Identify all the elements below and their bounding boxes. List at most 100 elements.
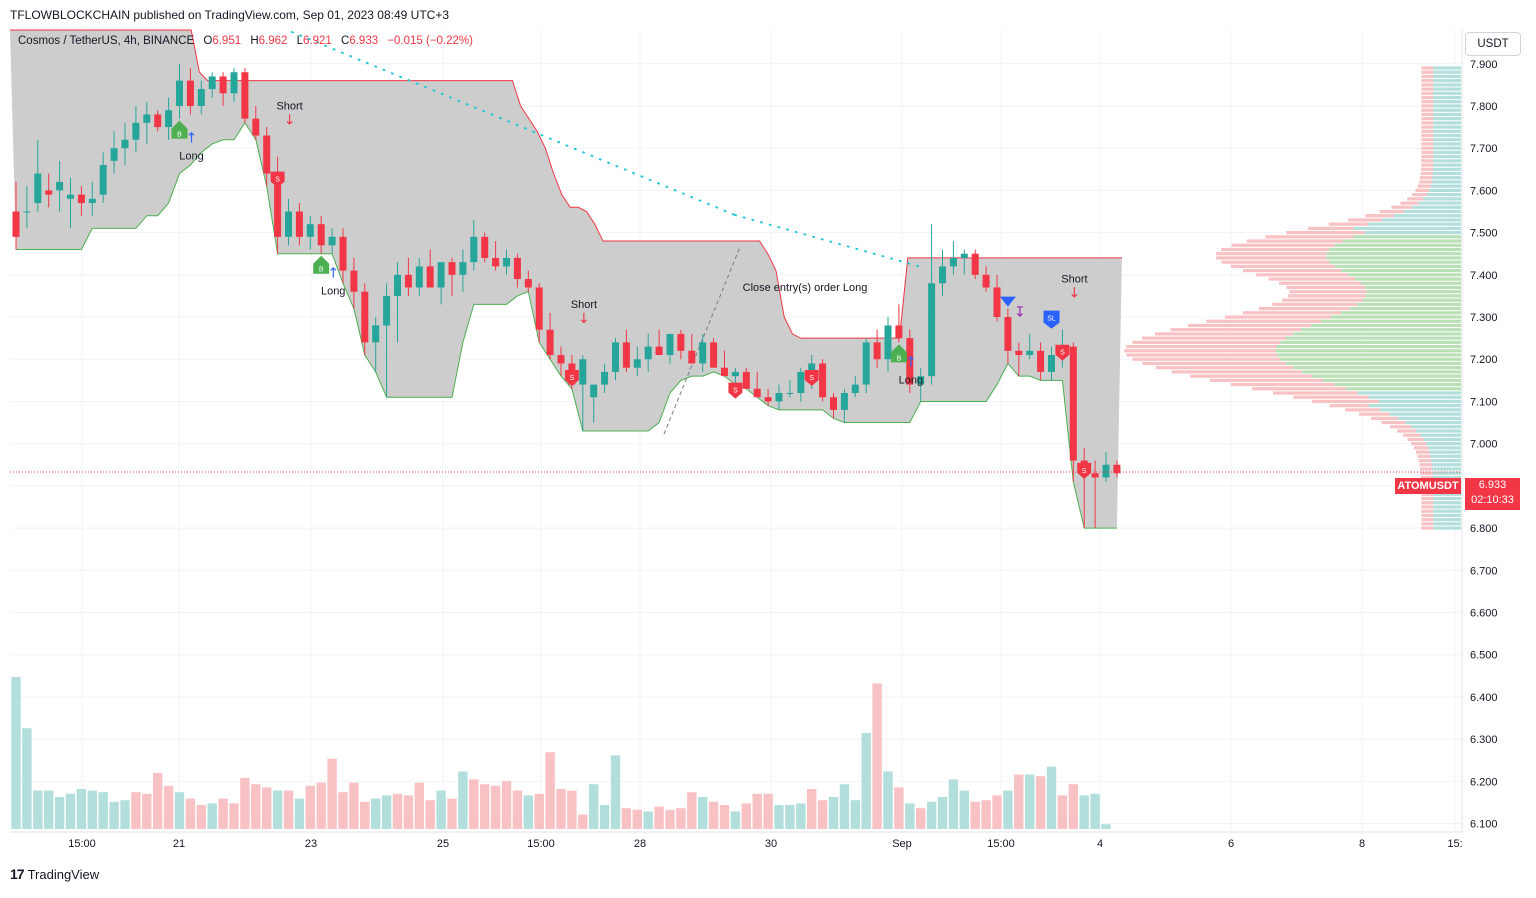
volume-profile-buy-bar: [1433, 513, 1461, 518]
close-order-marker-icon: [999, 296, 1016, 307]
volume-profile-sell-bar: [1381, 420, 1406, 425]
buy-marker-label: B: [319, 267, 324, 274]
cloud-lower-line: [16, 121, 1117, 529]
volume-profile-buy-bar: [1285, 336, 1461, 340]
volume-profile-buy-bar: [1428, 446, 1461, 450]
volume-profile-sell-bar: [1420, 471, 1433, 475]
volume-profile-buy-bar: [1433, 129, 1461, 133]
volume-profile-buy-bar: [1334, 243, 1461, 247]
volume-profile-buy-bar: [1433, 95, 1461, 100]
volume-profile-buy-bar: [1433, 133, 1461, 138]
legend-change: −0.015 (−0.22%): [387, 35, 473, 47]
buy-marker-icon: [313, 255, 330, 274]
volume-profile-buy-bar: [1364, 285, 1461, 290]
volume-profile-buy-bar: [1280, 357, 1461, 361]
volume-profile-buy-bar: [1433, 492, 1461, 496]
currency-button[interactable]: USDT: [1465, 32, 1521, 56]
volume-bar: [1025, 774, 1035, 829]
tradingview-brand[interactable]: 17 TradingView: [10, 866, 99, 882]
volume-profile-sell-bar: [1289, 290, 1367, 294]
candle-body: [481, 236, 489, 258]
volume-bar: [469, 779, 479, 829]
volume-profile-buy-bar: [1394, 214, 1461, 218]
candle-body: [557, 355, 565, 364]
volume-profile-sell-bar: [1132, 340, 1281, 344]
volume-profile-sell-bar: [1225, 315, 1332, 319]
x-axis-tick-label: 21: [173, 838, 185, 850]
volume-profile-sell-bar: [1231, 243, 1335, 247]
volume-bar: [534, 793, 544, 829]
volume-bar: [687, 792, 697, 829]
volume-profile-buy-bar: [1433, 125, 1461, 129]
candle-body: [77, 194, 85, 204]
volume-bar: [229, 803, 239, 829]
volume-bar: [730, 811, 741, 829]
volume-profile-sell-bar: [1221, 247, 1330, 252]
candle-body: [132, 122, 140, 140]
volume-profile-buy-bar: [1433, 146, 1461, 150]
volume-bar: [240, 777, 250, 829]
candle-body: [742, 371, 750, 389]
volume-profile-buy-bar: [1433, 70, 1461, 74]
short-arrow-icon: ↓: [578, 311, 590, 327]
volume-profile-sell-bar: [1415, 450, 1430, 454]
volume-bar: [828, 797, 839, 829]
volume-profile-sell-bar: [1419, 463, 1432, 467]
volume-profile-sell-bar: [1365, 214, 1395, 218]
sell-marker-label: S: [809, 375, 814, 382]
legend-high-label: H: [250, 35, 259, 47]
volume-profile-buy-bar: [1379, 408, 1461, 412]
candle-body: [797, 371, 805, 394]
volume-profile-buy-bar: [1389, 412, 1461, 416]
volume-profile-buy-bar: [1293, 366, 1461, 370]
candle-body: [208, 76, 216, 90]
volume-profile-buy-bar: [1433, 150, 1461, 155]
volume-profile-buy-bar: [1334, 382, 1461, 387]
volume-profile-sell-bar: [1206, 319, 1321, 323]
candle-body: [415, 266, 423, 288]
symbol-price-tag: ATOMUSDT: [1395, 478, 1461, 494]
volume-profile-buy-bar: [1433, 117, 1461, 121]
volume-bar: [523, 795, 533, 829]
volume-profile-buy-bar: [1368, 222, 1461, 226]
volume-profile-sell-bar: [1413, 446, 1429, 450]
candle-body: [503, 257, 510, 267]
volume-bar: [98, 792, 108, 829]
volume-bar: [44, 790, 54, 829]
legend-low: 6.921: [303, 35, 332, 47]
symbol-legend: Cosmos / TetherUS, 4h, BINANCE O6.951 H6…: [18, 35, 473, 47]
volume-bar: [556, 789, 566, 829]
volume-bar: [196, 805, 206, 829]
volume-bar: [785, 805, 795, 829]
volume-bar: [360, 801, 370, 829]
volume-bar: [763, 793, 773, 829]
volume-profile-sell-bar: [1421, 505, 1434, 509]
candle-body: [655, 346, 663, 356]
volume-profile-buy-bar: [1329, 247, 1461, 252]
y-axis-tick-label: 7.400: [1470, 270, 1498, 282]
volume-bar: [33, 790, 43, 829]
volume-bar: [741, 803, 751, 829]
volume-bar: [708, 801, 719, 829]
volume-bar: [807, 789, 817, 829]
volume-profile-sell-bar: [1242, 311, 1342, 315]
volume-profile-sell-bar: [1421, 167, 1434, 171]
legend-high: 6.962: [258, 35, 288, 47]
volume-bar: [1079, 795, 1089, 829]
volume-bar: [480, 784, 490, 829]
volume-profile-sell-bar: [1286, 231, 1365, 235]
y-axis-tick-label: 6.800: [1470, 523, 1498, 535]
close-order-label: Close entry(s) order Long: [743, 282, 868, 294]
long-label: Long: [179, 151, 203, 163]
volume-bar: [752, 793, 762, 829]
volume-bar: [894, 787, 904, 829]
candle-body: [492, 257, 500, 267]
volume-profile-buy-bar: [1433, 526, 1461, 530]
volume-profile-sell-bar: [1400, 201, 1419, 205]
y-axis-tick-label: 7.100: [1470, 396, 1498, 408]
volume-bar: [850, 800, 860, 829]
y-axis-tick-label: 6.200: [1470, 776, 1498, 788]
volume-profile-buy-bar: [1432, 176, 1461, 180]
